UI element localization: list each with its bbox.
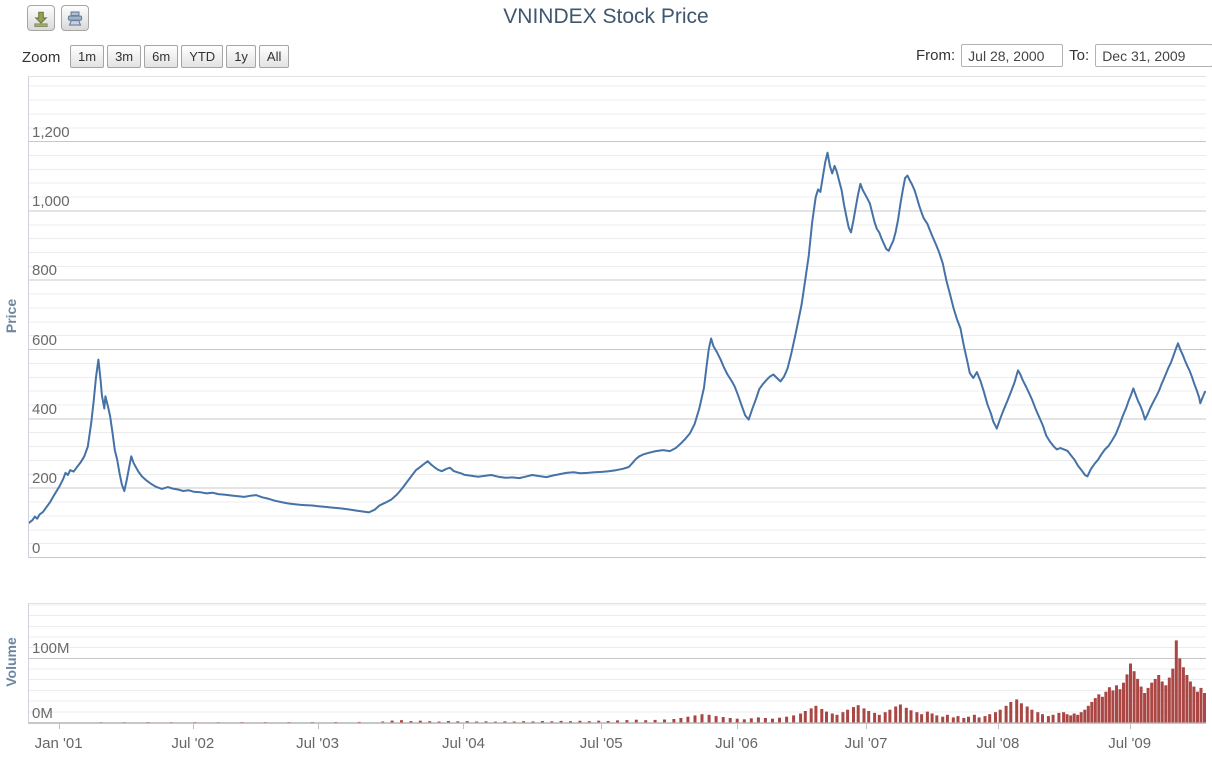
x-axis-label: Jul '08 [976, 735, 1020, 752]
VNINDEX price-ytick-label: 600 [32, 331, 58, 349]
x-axis-tick [601, 723, 603, 729]
x-axis-label: Jul '02 [171, 735, 215, 752]
from-label: From: [916, 47, 956, 64]
VNINDEX price-ytick-label: 200 [32, 470, 58, 488]
x-axis-label: Jul '06 [715, 735, 758, 752]
shared-x-axis: Jan '01 Jul '02 Jul '03 Jul '04 Jul '05 Jul '… [28, 722, 1205, 763]
zoom-label: Zoom [22, 49, 61, 66]
x-axis-label: Jan '01 [34, 735, 83, 752]
x-axis-label: Jul '05 [579, 735, 623, 752]
volume-axis-title: Volume [3, 637, 19, 687]
price-axis-title: Price [3, 298, 19, 334]
Volume-ytick-label: 100M [32, 640, 70, 658]
x-axis-tick [997, 723, 999, 729]
x-axis-label: Jul '04 [442, 735, 485, 752]
zoom-button-6m[interactable]: 6m [144, 45, 179, 68]
export-chart-button[interactable] [27, 5, 55, 31]
x-axis-tick [58, 723, 60, 729]
x-axis-tick [736, 723, 738, 729]
x-axis-label: Jul '03 [296, 735, 339, 752]
printer-icon [62, 10, 88, 28]
x-axis-tick [1129, 723, 1131, 729]
price-chart-plot-area[interactable]: 0 200 400 600 800 1,000 1,200 [28, 76, 1206, 558]
zoom-button-1y[interactable]: 1y [226, 45, 256, 68]
print-chart-button[interactable] [61, 5, 89, 31]
zoom-button-1m[interactable]: 1m [70, 45, 105, 68]
zoom-button-all[interactable]: All [258, 45, 290, 68]
volume-chart-plot-area[interactable]: 0M 100M [28, 603, 1206, 724]
zoom-button-ytd[interactable]: YTD [181, 45, 224, 68]
page-title: VNINDEX Stock Price [503, 5, 709, 28]
from-date-input[interactable] [961, 44, 1064, 67]
x-axis-tick [192, 723, 194, 729]
VNINDEX price-ytick-label: 1,000 [32, 192, 70, 210]
zoom-preset-button-group: 1m 3m 6m YTD 1y All [70, 45, 290, 68]
x-axis-tick [317, 723, 319, 729]
Volume-svg [29, 604, 1206, 723]
VNINDEX price-ytick-label: 1,200 [32, 123, 70, 141]
VNINDEX price-ytick-label: 400 [32, 400, 58, 418]
zoom-button-3m[interactable]: 3m [107, 45, 142, 68]
date-range-controls: From: To: [916, 44, 1212, 67]
download-icon [28, 10, 54, 28]
x-axis-label: Jul '09 [1108, 735, 1152, 752]
x-axis-tick [463, 723, 465, 729]
x-axis-label: Jul '07 [844, 735, 888, 752]
VNINDEX price-ytick-label: 0 [32, 539, 41, 557]
VNINDEX price-ytick-label: 800 [32, 262, 58, 280]
to-date-input[interactable] [1095, 44, 1212, 67]
x-axis-tick [866, 723, 868, 729]
price-line-series [29, 151, 1206, 524]
volume-bars-series [99, 640, 1206, 723]
to-label: To: [1069, 47, 1090, 64]
Volume-ytick-label: 0M [32, 704, 53, 722]
VNINDEX price-svg [29, 85, 1206, 558]
